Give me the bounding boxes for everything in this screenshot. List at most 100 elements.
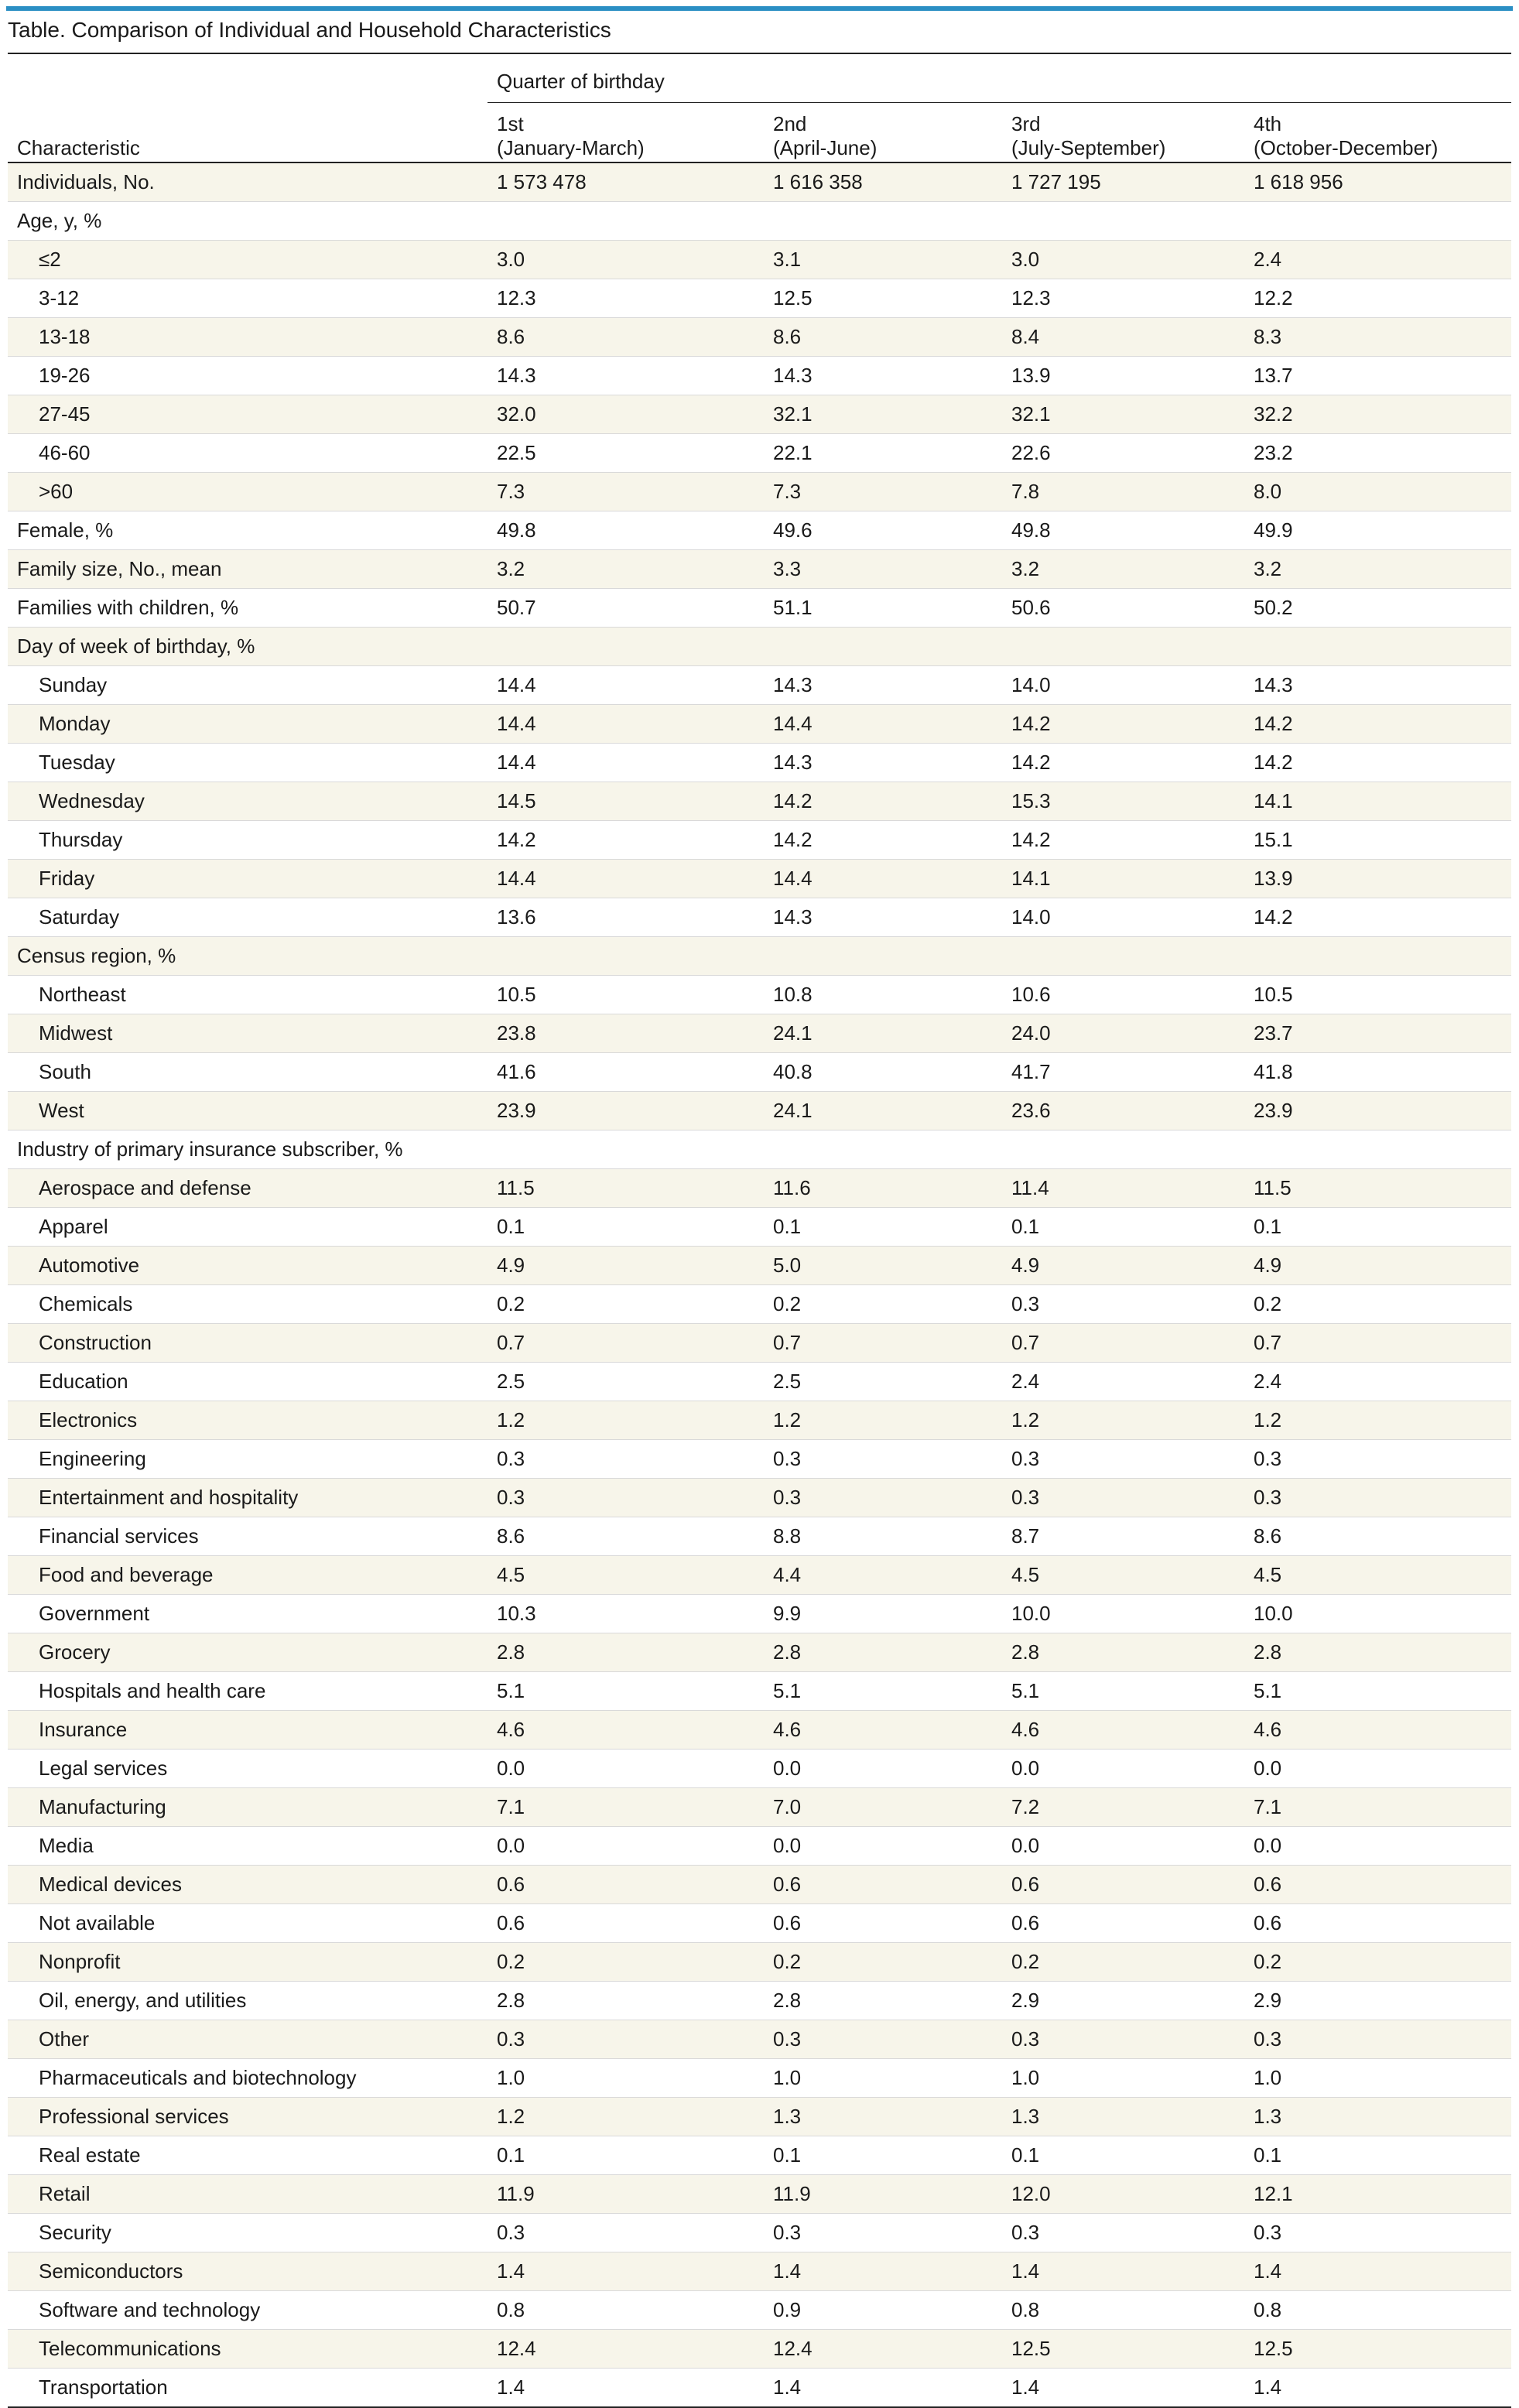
cell-q1: 1.4 [488,2252,764,2291]
row-label: Insurance [8,1710,488,1750]
cell-q2: 0.6 [764,1865,1002,1904]
cell-q2: 49.6 [764,511,1002,550]
cell-q3: 1 727 195 [1002,162,1244,202]
cell-q3: 0.6 [1002,1903,1244,1943]
cell-q1: 11.9 [488,2174,764,2214]
cell-q2: 1.0 [764,2058,1002,2098]
cell-q4: 13.7 [1244,356,1512,395]
column-header-q3: 3rd (July-September) [1002,102,1244,163]
cell-q1: 2.8 [488,1981,764,2020]
row-label: Hospitals and health care [8,1671,488,1711]
cell-q4: 14.1 [1244,782,1512,821]
cell-q3: 41.7 [1002,1052,1244,1092]
row-label: Saturday [8,898,488,937]
table-row: Manufacturing 7.1 7.0 7.2 7.1 [8,1787,1512,1827]
cell-q3: 1.2 [1002,1401,1244,1440]
cell-q3: 13.9 [1002,356,1244,395]
cell-q2: 1.2 [764,1401,1002,1440]
cell-q4: 2.4 [1244,1362,1512,1401]
cell-q3: 14.2 [1002,820,1244,860]
cell-q2: 0.3 [764,1478,1002,1517]
cell-q1: 3.2 [488,549,764,589]
quarter-group-header: Quarter of birthday [488,56,1512,103]
cell-q4: 14.3 [1244,665,1512,705]
cell-q2: 1.4 [764,2368,1002,2408]
cell-q1: 12.4 [488,2329,764,2369]
cell-q1: 49.8 [488,511,764,550]
cell-q4: 0.1 [1244,1207,1512,1247]
cell-q1: 0.6 [488,1903,764,1943]
row-label: Families with children, % [8,588,488,628]
row-label: 3-12 [8,279,488,318]
column-header-q1: 1st (January-March) [488,102,764,163]
cell-q3: 14.0 [1002,898,1244,937]
cell-q4: 7.1 [1244,1787,1512,1827]
cell-q2: 40.8 [764,1052,1002,1092]
cell-q4: 3.2 [1244,549,1512,589]
cell-q4: 15.1 [1244,820,1512,860]
cell-q3: 24.0 [1002,1014,1244,1053]
cell-q2: 5.1 [764,1671,1002,1711]
cell-q4: 8.3 [1244,317,1512,357]
cell-q2: 9.9 [764,1594,1002,1633]
cell-q2 [764,1130,1002,1169]
row-label: Midwest [8,1014,488,1053]
cell-q1: 14.2 [488,820,764,860]
cell-q2: 14.2 [764,782,1002,821]
row-label: Software and technology [8,2290,488,2330]
table-row: Family size, No., mean 3.2 3.3 3.2 3.2 [8,549,1512,589]
row-label: Retail [8,2174,488,2214]
cell-q3: 0.6 [1002,1865,1244,1904]
cell-q2: 0.6 [764,1903,1002,1943]
table-row: Government 10.3 9.9 10.0 10.0 [8,1594,1512,1633]
cell-q2: 24.1 [764,1091,1002,1130]
cell-q2: 8.6 [764,317,1002,357]
cell-q3: 0.1 [1002,1207,1244,1247]
cell-q1: 10.5 [488,975,764,1014]
cell-q1: 7.3 [488,472,764,511]
cell-q1: 23.8 [488,1014,764,1053]
cell-q3: 14.0 [1002,665,1244,705]
row-label: Sunday [8,665,488,705]
cell-q1: 0.1 [488,2136,764,2175]
row-label: Grocery [8,1633,488,1672]
cell-q2: 3.3 [764,549,1002,589]
cell-q3: 14.2 [1002,704,1244,744]
table-row: Industry of primary insurance subscriber… [8,1130,1512,1169]
row-label: South [8,1052,488,1092]
table-row: Apparel 0.1 0.1 0.1 0.1 [8,1207,1512,1247]
cell-q1: 8.6 [488,1517,764,1556]
cell-q4: 23.9 [1244,1091,1512,1130]
table-row: >60 7.3 7.3 7.8 8.0 [8,472,1512,511]
row-label: Age, y, % [8,201,488,241]
cell-q4: 50.2 [1244,588,1512,628]
cell-q1: 14.4 [488,704,764,744]
cell-q4: 1.0 [1244,2058,1512,2098]
cell-q3: 14.1 [1002,859,1244,898]
table-row: Telecommunications 12.4 12.4 12.5 12.5 [8,2329,1512,2369]
cell-q3 [1002,627,1244,666]
row-label: Friday [8,859,488,898]
cell-q2 [764,201,1002,241]
cell-q4 [1244,627,1512,666]
row-label: Census region, % [8,936,488,976]
cell-q3: 10.6 [1002,975,1244,1014]
header-group-row: Quarter of birthday [8,56,1512,103]
row-label: Government [8,1594,488,1633]
table-row: Professional services 1.2 1.3 1.3 1.3 [8,2097,1512,2136]
cell-q2 [764,627,1002,666]
cell-q1: 1.0 [488,2058,764,2098]
table-row: Real estate 0.1 0.1 0.1 0.1 [8,2136,1512,2175]
cell-q3: 8.7 [1002,1517,1244,1556]
cell-q1: 2.8 [488,1633,764,1672]
cell-q2: 0.0 [764,1749,1002,1788]
table-row: Individuals, No. 1 573 478 1 616 358 1 727 … [8,162,1512,202]
cell-q3: 32.1 [1002,395,1244,434]
cell-q1: 0.7 [488,1323,764,1363]
cell-q1: 1.2 [488,2097,764,2136]
cell-q2: 11.6 [764,1168,1002,1208]
cell-q3: 4.9 [1002,1246,1244,1285]
column-header-label: 1st [497,112,524,135]
row-label: Northeast [8,975,488,1014]
cell-q4: 23.7 [1244,1014,1512,1053]
